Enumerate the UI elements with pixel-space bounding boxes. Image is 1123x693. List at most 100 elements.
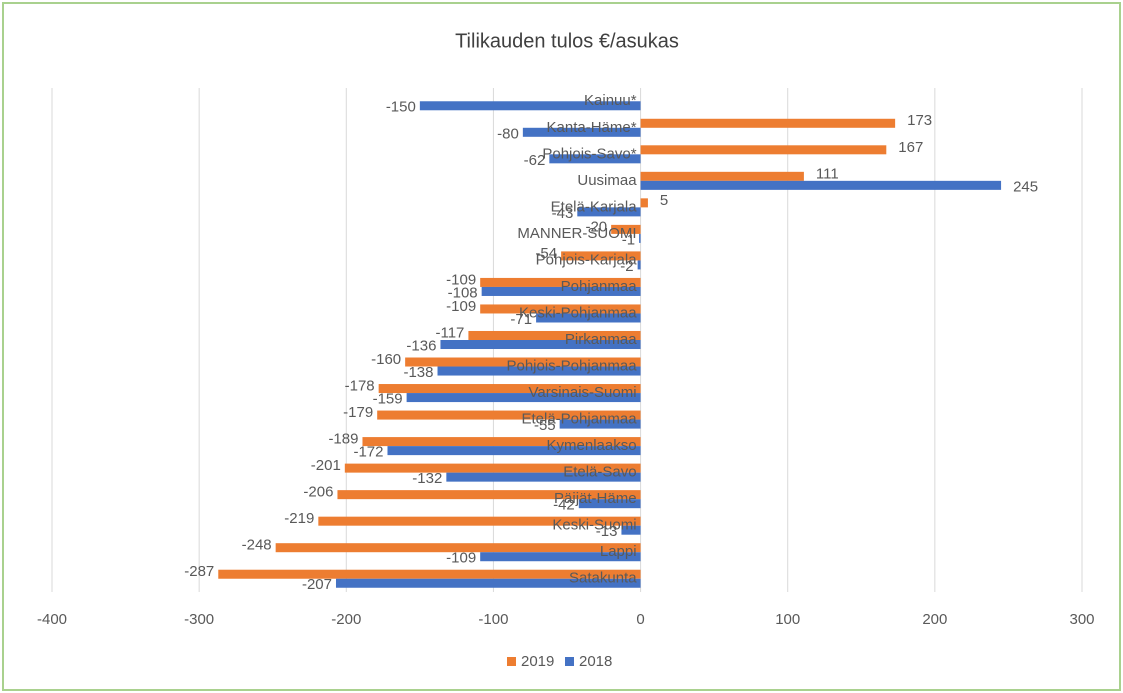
y-tick-label: Kainuu* bbox=[584, 92, 637, 109]
data-label: -80 bbox=[497, 125, 519, 142]
data-label: -160 bbox=[371, 351, 401, 368]
chart-title: Tilikauden tulos €/asukas bbox=[455, 30, 679, 52]
y-tick-label: Varsinais-Suomi bbox=[528, 384, 636, 401]
data-label: -20 bbox=[585, 218, 607, 235]
y-tick-label: Pirkanmaa bbox=[565, 331, 637, 348]
data-label: 167 bbox=[898, 139, 923, 156]
bar bbox=[549, 154, 641, 164]
bar bbox=[522, 127, 641, 137]
bar bbox=[218, 569, 641, 579]
x-tick-label: 100 bbox=[775, 611, 800, 628]
bar bbox=[637, 260, 641, 270]
data-label: 173 bbox=[907, 112, 932, 129]
data-label: -179 bbox=[343, 404, 373, 421]
data-label: -42 bbox=[553, 497, 575, 514]
y-tick-label: Päijät-Häme bbox=[554, 490, 637, 507]
data-label: -287 bbox=[184, 563, 214, 580]
bar bbox=[480, 552, 641, 562]
bar bbox=[378, 384, 641, 394]
data-label: -150 bbox=[386, 99, 416, 116]
legend-swatch bbox=[565, 657, 574, 666]
data-label: -159 bbox=[373, 391, 403, 408]
data-label: -13 bbox=[596, 523, 618, 540]
y-tick-label: Keski-Pohjanmaa bbox=[519, 304, 637, 321]
y-tick-label: Pohjois-Pohjanmaa bbox=[506, 357, 637, 374]
x-tick-label: -200 bbox=[331, 611, 361, 628]
bar bbox=[640, 198, 648, 208]
legend-label: 2018 bbox=[579, 653, 612, 670]
bar bbox=[387, 446, 641, 456]
y-tick-label: Kymenlaakso bbox=[547, 437, 637, 454]
bar bbox=[344, 463, 641, 473]
data-label: -109 bbox=[446, 298, 476, 315]
x-tick-label: 300 bbox=[1069, 611, 1094, 628]
data-label: -109 bbox=[446, 550, 476, 567]
bar bbox=[480, 304, 641, 314]
bar bbox=[640, 171, 804, 181]
data-label: 245 bbox=[1013, 178, 1038, 195]
bar bbox=[536, 313, 641, 323]
y-tick-label: Kanta-Häme* bbox=[547, 119, 637, 136]
bar bbox=[621, 525, 641, 535]
data-label: 5 bbox=[660, 192, 668, 209]
bar bbox=[437, 366, 641, 376]
bar bbox=[468, 330, 641, 340]
data-label: 111 bbox=[816, 165, 839, 182]
y-tick-label: Etelä-Savo bbox=[563, 464, 636, 481]
bar bbox=[405, 357, 641, 367]
bar bbox=[362, 437, 641, 447]
bar bbox=[561, 251, 641, 261]
data-label: -178 bbox=[345, 378, 375, 395]
data-label: -189 bbox=[328, 431, 358, 448]
legend-swatch bbox=[507, 657, 516, 666]
x-tick-label: 0 bbox=[636, 611, 644, 628]
y-tick-label: Keski-Suomi bbox=[552, 517, 636, 534]
bar bbox=[559, 419, 641, 429]
data-label: -2 bbox=[620, 258, 633, 275]
bar bbox=[406, 393, 641, 403]
y-tick-label: Pohjois-Savo* bbox=[542, 145, 636, 162]
bar bbox=[377, 410, 641, 420]
bar bbox=[640, 145, 887, 155]
bar bbox=[480, 277, 641, 287]
bar bbox=[481, 286, 641, 296]
data-label: -207 bbox=[302, 576, 332, 593]
data-label: -117 bbox=[435, 324, 464, 341]
data-label: -201 bbox=[311, 457, 341, 474]
data-label: -62 bbox=[524, 152, 546, 169]
bar bbox=[446, 472, 641, 482]
y-tick-label: Uusimaa bbox=[577, 172, 637, 189]
bar bbox=[577, 207, 641, 217]
x-tick-label: -100 bbox=[478, 611, 508, 628]
y-tick-label: Lappi bbox=[600, 543, 637, 560]
data-label: -108 bbox=[448, 284, 478, 301]
data-label: -55 bbox=[534, 417, 556, 434]
data-label: -219 bbox=[284, 510, 314, 527]
bar bbox=[578, 499, 641, 509]
data-label: -206 bbox=[303, 484, 333, 501]
bar bbox=[639, 233, 641, 243]
data-label: -248 bbox=[242, 537, 272, 554]
x-tick-label: -300 bbox=[184, 611, 214, 628]
data-label: -132 bbox=[412, 470, 442, 487]
bar bbox=[275, 543, 641, 553]
data-label: -71 bbox=[510, 311, 532, 328]
y-tick-label: Satakunta bbox=[569, 570, 637, 587]
x-tick-label: -400 bbox=[37, 611, 67, 628]
bar bbox=[440, 340, 641, 350]
y-tick-label: Etelä-Pohjanmaa bbox=[521, 411, 637, 428]
data-label: -1 bbox=[622, 231, 635, 248]
legend-label: 2019 bbox=[521, 653, 554, 670]
y-tick-label: Etelä-Karjala bbox=[551, 198, 638, 215]
data-label: -136 bbox=[406, 337, 436, 354]
bar bbox=[611, 224, 641, 234]
bar bbox=[640, 180, 1002, 190]
x-tick-label: 200 bbox=[922, 611, 947, 628]
bar bbox=[318, 516, 641, 526]
data-label: -43 bbox=[552, 205, 574, 222]
bar bbox=[335, 578, 641, 588]
data-label: -109 bbox=[446, 271, 476, 288]
bar bbox=[337, 490, 641, 500]
y-tick-label: MANNER-SUOMI bbox=[517, 225, 636, 242]
